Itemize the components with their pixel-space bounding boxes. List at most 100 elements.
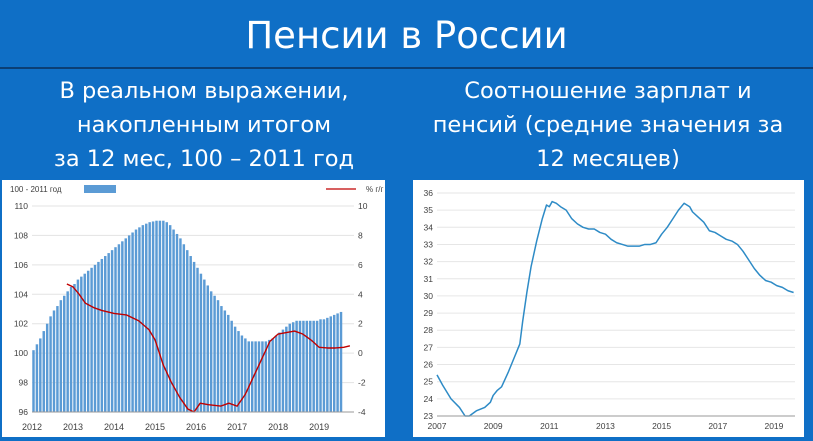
left-bar [63, 295, 66, 412]
left-bar [69, 286, 73, 412]
left-y-tick-label: 100 [14, 348, 28, 358]
legend-line-label: % г/г [366, 185, 383, 194]
right-line [436, 200, 794, 417]
right-axes: 23 24 25 26 27 28 29 30 31 32 33 34 35 36 2007 2009 2011… [424, 188, 795, 431]
left-bar [240, 335, 244, 412]
right-y-tick-label: 28 [424, 325, 434, 335]
left-bar [162, 220, 165, 412]
right-x-tick-label: 2015 [652, 421, 671, 431]
left-legend: 100 - 2011 год % г/г [10, 185, 383, 194]
left-y-tick-label: 98 [19, 378, 29, 388]
left-bar [172, 229, 175, 412]
left-bar [216, 300, 220, 412]
left-bar [288, 323, 291, 412]
left-heading-line-1: В реальном выражении, [59, 78, 349, 104]
left-y-tick-label: 106 [14, 260, 28, 270]
left-bar [97, 261, 100, 412]
left-bar [39, 338, 42, 412]
left-bar [45, 323, 49, 412]
left-bar [90, 267, 93, 412]
right-y-tick-label: 35 [424, 205, 434, 215]
left-bar [148, 222, 151, 412]
legend-bar-label: 100 - 2011 год [10, 185, 62, 194]
left-bar [155, 220, 158, 412]
left-bar [192, 261, 196, 412]
left-bar [189, 256, 192, 412]
left-bar [295, 320, 298, 412]
left-bars [32, 220, 343, 412]
left-bar [100, 258, 104, 412]
left-bar [182, 244, 186, 412]
left-y2-tick-label: 2 [358, 319, 363, 329]
left-bar [73, 283, 76, 412]
left-bar [302, 320, 305, 412]
right-y-tick-label: 27 [424, 342, 434, 352]
title-divider [0, 67, 813, 69]
right-x-tick-label: 2009 [484, 421, 503, 431]
left-bar [199, 273, 203, 412]
left-bar [244, 338, 247, 412]
right-y-tick-label: 24 [424, 394, 434, 404]
left-bar [158, 220, 162, 412]
left-x-tick-label: 2018 [268, 422, 288, 432]
left-bar [305, 320, 309, 412]
left-bar [339, 311, 343, 412]
left-bar [93, 264, 97, 412]
left-bar [319, 319, 322, 412]
left-bar [271, 338, 274, 412]
left-bar [315, 320, 319, 412]
left-y-tick-label: 108 [14, 230, 28, 240]
right-chart-heading: Соотношение зарплат и пенсий (средние зн… [410, 74, 806, 176]
left-x-tick-label: 2013 [63, 422, 83, 432]
left-bar [332, 314, 336, 412]
right-y-tick-label: 25 [424, 377, 434, 387]
left-bar [203, 279, 206, 412]
left-bar [117, 244, 121, 412]
left-axes: 96 98 100 102 104 106 108 110 -4 -2 0 2 4 6 8 10 2012 201… [14, 201, 368, 432]
left-bar [291, 322, 295, 412]
left-y2-tick-label: -2 [358, 378, 366, 388]
right-y-tick-label: 29 [424, 308, 434, 318]
right-y-tick-label: 26 [424, 360, 434, 370]
left-x-tick-label: 2012 [22, 422, 42, 432]
right-ratio-line [436, 200, 794, 417]
right-y-tick-label: 23 [424, 411, 434, 421]
left-bar [165, 222, 168, 412]
left-bar [230, 320, 233, 412]
left-bar [223, 310, 227, 412]
left-bar [220, 306, 223, 412]
left-bar [110, 250, 114, 412]
left-bar [250, 341, 254, 412]
left-bar [107, 253, 110, 412]
left-bar [138, 227, 141, 412]
left-yoy-line [66, 283, 351, 413]
legend-bar-swatch [84, 185, 116, 193]
left-bar [336, 313, 339, 412]
left-bar [86, 270, 90, 412]
left-bar [179, 238, 182, 412]
left-bar [254, 341, 257, 412]
left-line [66, 283, 351, 413]
left-bar [213, 295, 216, 412]
right-x-tick-label: 2017 [708, 421, 727, 431]
left-bar [32, 350, 35, 412]
left-x-tick-label: 2014 [104, 422, 124, 432]
left-bar [274, 335, 278, 412]
left-bar [237, 331, 240, 412]
left-bar [121, 241, 124, 412]
right-y-tick-label: 31 [424, 274, 434, 284]
left-bar [309, 320, 312, 412]
left-bar [124, 238, 127, 412]
right-chart-panel: 23 24 25 26 27 28 29 30 31 32 33 34 35 36 2007 2009 2011… [413, 180, 804, 437]
left-bar [261, 341, 264, 412]
left-y2-tick-label: 0 [358, 348, 363, 358]
left-x-tick-label: 2019 [309, 422, 329, 432]
left-bar [281, 329, 285, 412]
right-y-tick-label: 32 [424, 257, 434, 267]
left-bar [134, 229, 138, 412]
left-bar [326, 317, 329, 412]
left-bar [312, 320, 315, 412]
right-y-tick-label: 34 [424, 222, 434, 232]
right-grid [437, 192, 795, 417]
left-bar [175, 233, 179, 412]
